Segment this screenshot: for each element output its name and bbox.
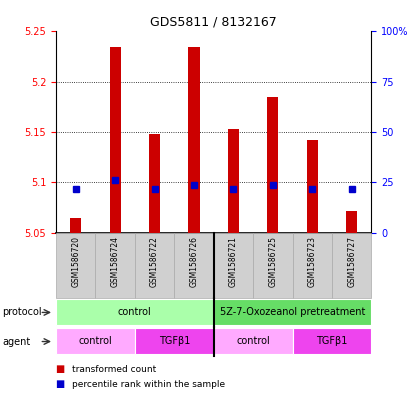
Text: GSM1586722: GSM1586722: [150, 236, 159, 287]
Bar: [228, 129, 239, 233]
Text: GSM1586720: GSM1586720: [71, 236, 80, 287]
Bar: [332, 233, 371, 298]
Text: transformed count: transformed count: [72, 365, 156, 374]
Text: 5Z-7-Oxozeanol pretreatment: 5Z-7-Oxozeanol pretreatment: [220, 307, 365, 317]
Bar: [95, 233, 135, 298]
Text: control: control: [78, 336, 112, 346]
Bar: [214, 328, 293, 354]
Bar: [56, 233, 95, 298]
Text: TGFβ1: TGFβ1: [159, 336, 190, 346]
Bar: [214, 299, 371, 325]
Text: agent: agent: [2, 336, 30, 347]
Text: control: control: [236, 336, 270, 346]
Bar: [293, 328, 371, 354]
Bar: [293, 233, 332, 298]
Bar: [56, 299, 214, 325]
Bar: [135, 233, 174, 298]
Bar: [267, 97, 278, 233]
Bar: [56, 328, 135, 354]
Bar: [188, 46, 200, 233]
Text: ■: ■: [56, 364, 68, 374]
Bar: [135, 328, 214, 354]
Text: ■: ■: [56, 379, 68, 389]
Bar: [253, 233, 293, 298]
Bar: [307, 140, 318, 233]
Text: TGFβ1: TGFβ1: [316, 336, 348, 346]
Text: GSM1586727: GSM1586727: [347, 236, 356, 287]
Text: percentile rank within the sample: percentile rank within the sample: [72, 380, 225, 389]
Title: GDS5811 / 8132167: GDS5811 / 8132167: [150, 16, 277, 29]
Bar: [110, 46, 121, 233]
Text: GSM1586723: GSM1586723: [308, 236, 317, 287]
Bar: [149, 134, 160, 233]
Text: GSM1586726: GSM1586726: [190, 236, 198, 287]
Bar: [214, 233, 253, 298]
Text: GSM1586725: GSM1586725: [269, 236, 277, 287]
Text: GSM1586724: GSM1586724: [111, 236, 120, 287]
Bar: [70, 218, 81, 233]
Text: control: control: [118, 307, 152, 317]
Text: protocol: protocol: [2, 307, 42, 318]
Bar: [174, 233, 214, 298]
Text: GSM1586721: GSM1586721: [229, 236, 238, 287]
Bar: [346, 211, 357, 233]
